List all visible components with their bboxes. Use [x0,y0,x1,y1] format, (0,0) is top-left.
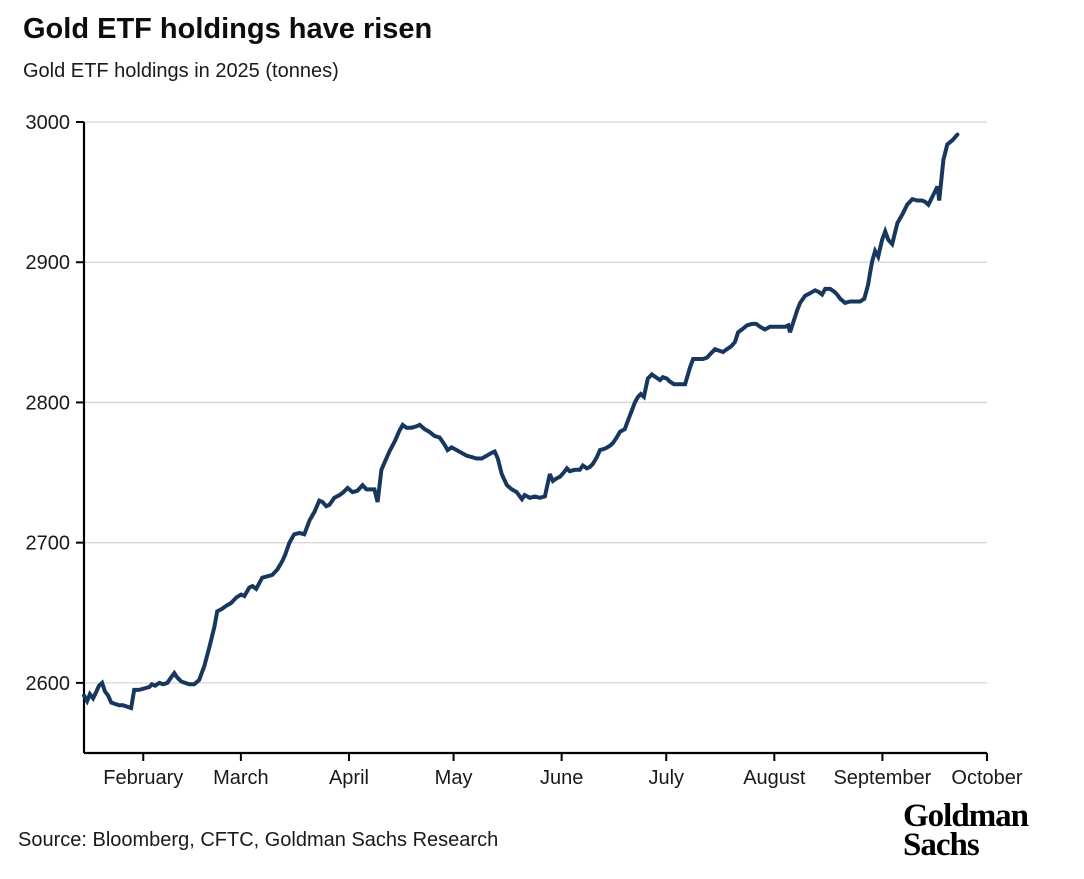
chart-title: Gold ETF holdings have risen [23,13,433,45]
logo-line-2: Sachs [903,827,980,864]
y-tick-label: 3000 [26,112,71,134]
y-tick-label: 2700 [26,533,71,555]
x-tick-label: July [648,767,684,789]
y-tick-label: 2800 [26,392,71,414]
line-chart-svg: 2600 2700 2800 2900 3000 February March April Ma… [26,112,1023,789]
x-tick-label: October [951,767,1022,789]
goldman-sachs-logo: Goldman Sachs [903,798,1029,864]
x-tick-label: March [213,767,269,789]
gold-etf-holdings-line [82,132,960,711]
x-tick-label: August [743,767,806,789]
x-tick-label: May [435,767,473,789]
y-tick-label: 2600 [26,673,71,695]
chart-subtitle: Gold ETF holdings in 2025 (tonnes) [23,60,339,82]
x-tick-label: September [833,767,931,789]
x-tick-label: February [103,767,183,789]
x-tick-label: April [329,767,369,789]
y-tick-label: 2900 [26,252,71,274]
source-note: Source: Bloomberg, CFTC, Goldman Sachs R… [18,829,499,851]
x-tick-label: June [540,767,583,789]
logo-line-1: Goldman [903,798,1029,834]
